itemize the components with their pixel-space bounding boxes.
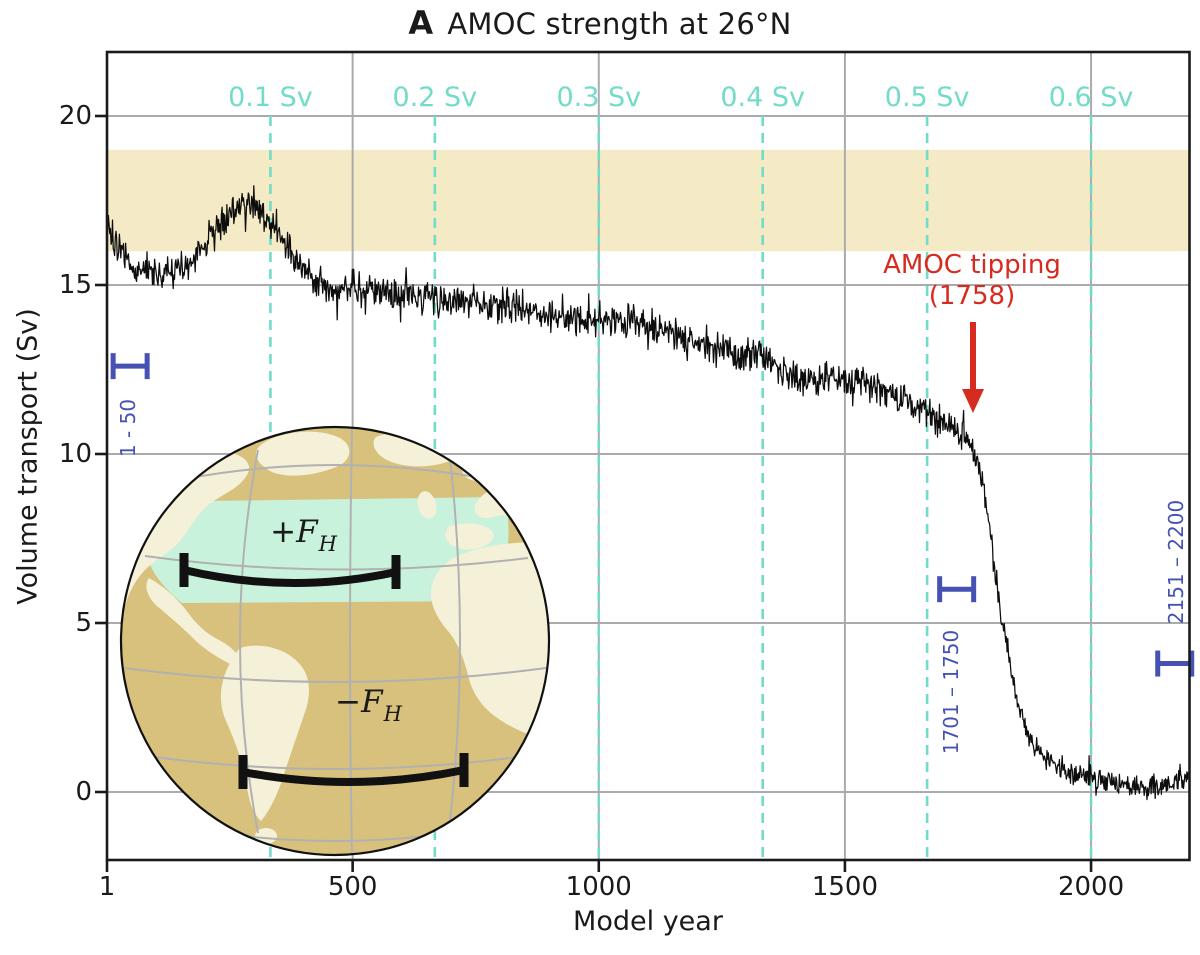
tipping-annotation: AMOC tipping (1758) — [852, 250, 1092, 311]
plus-sign: + — [270, 513, 297, 550]
forcing-label-3: 0.3 Sv — [556, 82, 642, 113]
amoc-timeseries-line — [106, 185, 1190, 801]
y-tick-label-15: 15 — [58, 270, 92, 300]
tipping-annotation-line1: AMOC tipping — [883, 250, 1061, 280]
y-tick-label-0: 0 — [75, 777, 92, 807]
x-axis-label: Model year — [573, 906, 723, 937]
period-label-1701-1750: 1701 – 1750 — [939, 629, 963, 755]
chart-title: A AMOC strength at 26°N — [0, 4, 1200, 42]
x-tick-label-2000: 2000 — [1057, 872, 1125, 902]
period-marker-symbol-2 — [937, 576, 977, 603]
plus-forcing-label: +FH — [270, 513, 337, 557]
period-marker-symbols — [110, 353, 1195, 677]
title-text: AMOC strength at 26°N — [447, 7, 792, 41]
globe-outline — [119, 425, 551, 857]
axis-ticks — [95, 114, 1093, 872]
forcing-label-1: 0.1 Sv — [228, 82, 313, 113]
forcing-label-2: 0.2 Sv — [392, 82, 478, 113]
plot-frame — [105, 50, 1191, 862]
forcing-label-6: 0.6 Sv — [1048, 82, 1134, 113]
x-tick-label-1000: 1000 — [565, 872, 632, 902]
x-tick-label-1: 1 — [98, 872, 116, 902]
globe-inset — [119, 425, 551, 857]
tipping-annotation-line2: (1758) — [928, 280, 1016, 311]
y-tick-label-5: 5 — [75, 608, 92, 638]
forcing-subscript: H — [383, 702, 402, 727]
tipping-arrow — [962, 322, 984, 413]
x-tick-label-500: 500 — [327, 872, 378, 902]
forcing-symbol: F — [296, 513, 318, 550]
forcing-subscript: H — [318, 532, 337, 557]
y-tick-label-10: 10 — [58, 439, 92, 469]
x-tick-label-1500: 1500 — [811, 872, 878, 902]
period-marker-symbol-1 — [110, 353, 150, 380]
period-label-2151-2200: 2151 – 2200 — [1164, 499, 1188, 625]
minus-sign: − — [335, 683, 362, 720]
period-label-1-50: 1 - 50 — [116, 398, 140, 458]
forcing-symbol: F — [361, 683, 383, 720]
y-tick-label-20: 20 — [58, 101, 92, 131]
forcing-section-arcs — [179, 553, 469, 789]
panel-letter: A — [408, 4, 434, 42]
forcing-label-5: 0.5 Sv — [884, 82, 970, 113]
period-marker-symbol-3 — [1155, 650, 1195, 677]
minus-forcing-label: −FH — [335, 683, 402, 727]
forcing-label-4: 0.4 Sv — [720, 82, 805, 113]
